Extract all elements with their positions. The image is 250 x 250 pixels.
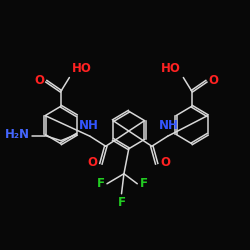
Text: F: F <box>140 177 148 190</box>
Text: NH: NH <box>159 119 179 132</box>
Text: HO: HO <box>161 62 181 75</box>
Text: F: F <box>118 196 126 209</box>
Text: F: F <box>96 177 104 190</box>
Text: O: O <box>160 156 170 169</box>
Text: NH: NH <box>79 119 99 132</box>
Text: HO: HO <box>72 62 92 75</box>
Text: O: O <box>34 74 44 86</box>
Text: O: O <box>87 156 97 169</box>
Text: H₂N: H₂N <box>4 128 29 141</box>
Text: O: O <box>209 74 219 86</box>
